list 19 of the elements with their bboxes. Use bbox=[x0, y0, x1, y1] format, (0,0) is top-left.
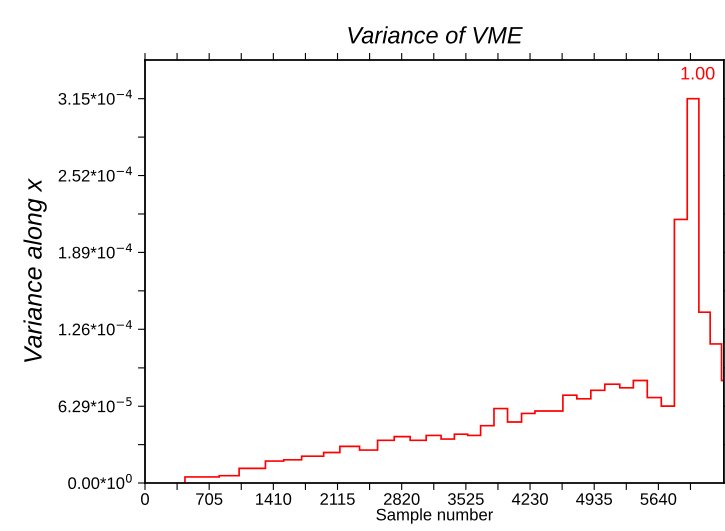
x-tick-label: 0 bbox=[141, 493, 149, 505]
x-tick-label: 5640 bbox=[640, 493, 676, 505]
y-tick-label: 1.89*10$^{−4}$ bbox=[59, 243, 132, 258]
x-tick-label: 2115 bbox=[320, 493, 355, 505]
x-tick-label: 4935 bbox=[576, 493, 612, 505]
x-tick-label: 1410 bbox=[256, 493, 292, 505]
y-tick-label: 2.52*10$^{−4}$ bbox=[58, 166, 132, 182]
annotation: 1.00 bbox=[681, 66, 715, 80]
y-tick-label: 6.29*10$^{−5}$ bbox=[58, 397, 132, 412]
y-tick-label: 3.15*10$^{−4}$ bbox=[58, 90, 132, 105]
y-axis-title: Variance along x bbox=[23, 178, 47, 362]
y-tick-label: 0.00*10$^{0}$ bbox=[68, 474, 132, 490]
chart-title: Variance of VME bbox=[348, 26, 523, 44]
x-tick-label: 3525 bbox=[448, 493, 484, 505]
x-tick-label: 4230 bbox=[512, 493, 548, 505]
x-tick-label: 705 bbox=[196, 493, 222, 505]
x-tick-label: 2820 bbox=[384, 493, 420, 505]
x-axis-title: Sample number bbox=[376, 508, 494, 524]
y-tick-label: 1.26*10$^{−4}$ bbox=[59, 320, 132, 336]
